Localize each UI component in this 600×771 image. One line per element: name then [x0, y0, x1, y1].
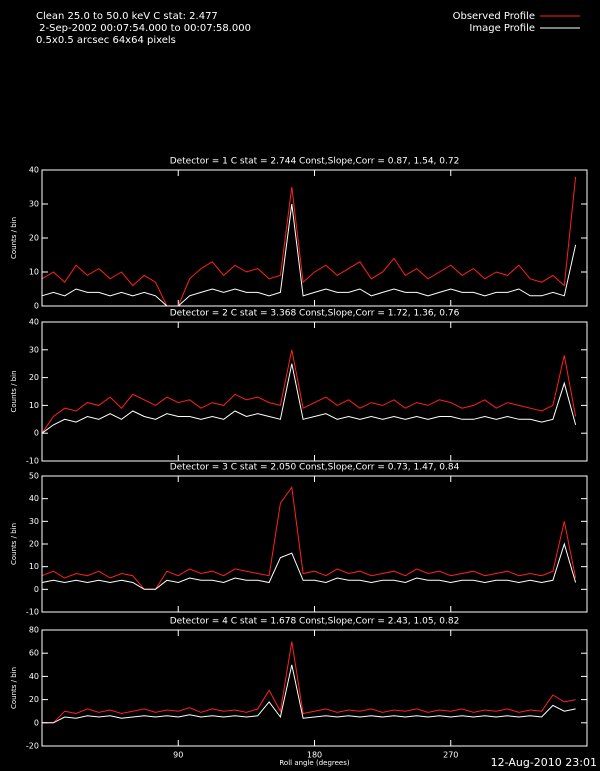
plot-frame: [41, 169, 588, 307]
y-tick-label: 0: [34, 718, 39, 727]
y-tick-label: 0: [34, 585, 39, 594]
y-axis-label: Counts / bin: [10, 523, 18, 565]
x-tick-label: 270: [443, 751, 458, 760]
series-line: [41, 176, 577, 307]
y-tick-label: 10: [29, 268, 39, 277]
y-tick-label: -10: [26, 608, 39, 617]
y-tick-label: 10: [29, 401, 39, 410]
header-line: 2-Sep-2002 00:07:54.000 to 00:07:58.000: [36, 23, 251, 34]
x-tick-label: 180: [307, 751, 322, 760]
y-tick-label: 30: [29, 517, 39, 526]
y-tick-label: 0: [34, 429, 39, 438]
y-tick-label: 20: [29, 695, 39, 704]
y-tick-label: 30: [29, 345, 39, 354]
series-line: [41, 363, 577, 434]
y-axis-label: Counts / bin: [10, 667, 18, 709]
legend-label: Image Profile: [469, 23, 535, 34]
panel-title: Detector = 3 C stat = 2.050 Const,Slope,…: [170, 463, 460, 473]
panel-title: Detector = 4 C stat = 1.678 Const,Slope,…: [170, 617, 460, 627]
y-tick-label: 30: [29, 200, 39, 209]
series-line: [42, 641, 576, 724]
plot-frame: [41, 475, 588, 613]
y-tick-label: 40: [29, 494, 39, 503]
y-tick-label: -10: [26, 457, 39, 466]
series-line: [42, 664, 576, 724]
y-tick-label: 20: [29, 540, 39, 549]
y-tick-label: 50: [29, 472, 39, 481]
y-tick-label: 80: [29, 626, 39, 635]
series-line: [41, 203, 577, 307]
y-axis-label: Counts / bin: [10, 217, 18, 259]
y-tick-label: 40: [29, 318, 39, 327]
x-tick-label: 90: [173, 751, 183, 760]
header-line: 0.5x0.5 arcsec 64x64 pixels: [36, 35, 176, 46]
footer-date: 12-Aug-2010 23:01: [491, 756, 597, 769]
y-tick-label: 10: [29, 562, 39, 571]
series-line: [41, 485, 577, 590]
y-tick-label: 0: [34, 302, 39, 311]
plot-frame: [41, 321, 588, 462]
y-tick-label: 20: [29, 373, 39, 382]
y-tick-label: -20: [26, 742, 39, 751]
series-line: [41, 349, 577, 434]
panel-title: Detector = 2 C stat = 3.368 Const,Slope,…: [170, 309, 460, 319]
y-tick-label: 40: [29, 672, 39, 681]
panel-title: Detector = 1 C stat = 2.744 Const,Slope,…: [170, 157, 460, 167]
y-tick-label: 60: [29, 649, 39, 658]
plot-frame: [41, 629, 588, 747]
series-line: [41, 542, 577, 590]
legend-label: Observed Profile: [453, 11, 535, 22]
header-line: Clean 25.0 to 50.0 keV C stat: 2.477: [36, 11, 218, 22]
y-tick-label: 40: [29, 166, 39, 175]
y-tick-label: 20: [29, 234, 39, 243]
y-axis-label: Counts / bin: [10, 370, 18, 412]
x-axis-label: Roll angle (degrees): [279, 759, 350, 767]
